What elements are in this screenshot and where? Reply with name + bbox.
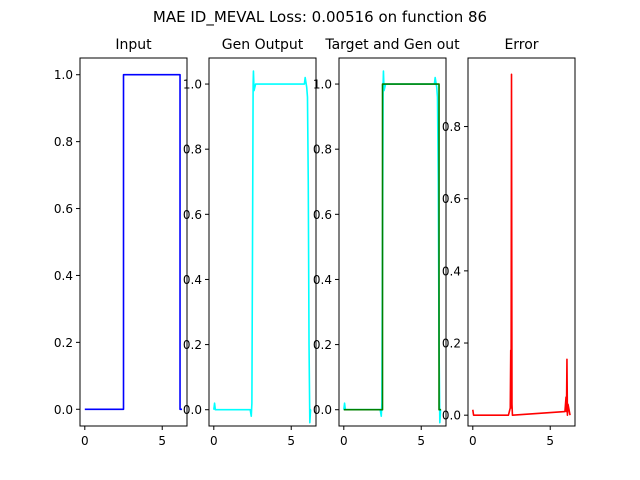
subplot-3: Target and Gen out 0 5 0.0 0.2 0.4 0.6 0.8 1.0 [313, 37, 460, 448]
x-tick-label: 5 [417, 434, 425, 448]
y-tick-label: 0.6 [442, 192, 461, 206]
subplot-1: Input 0 5 0.0 0.2 0.4 0.6 0.8 1.0 [54, 37, 188, 448]
y-tick-label: 0.8 [442, 120, 461, 134]
subplot-title: Input [115, 37, 152, 53]
axes-frame [467, 57, 576, 427]
y-tick-label: 0.2 [442, 337, 461, 351]
y-tick-label: 0.2 [313, 338, 332, 352]
subplot-4: Error 0 5 0.0 0.2 0.4 0.6 0.8 [442, 37, 576, 448]
y-tick-label: 0.4 [313, 273, 332, 287]
series-line-2 [343, 83, 442, 411]
plot-area [472, 73, 571, 416]
y-tick-label: 0.0 [442, 409, 461, 423]
subplot-2: Gen Output 0 5 0.0 0.2 0.4 0.6 0.8 1.0 [183, 37, 317, 448]
plot-area [343, 70, 442, 424]
series-line-1 [472, 73, 571, 416]
subplot-title: Error [504, 37, 538, 53]
y-tick-label: 1.0 [54, 68, 73, 82]
x-tick-label: 0 [469, 434, 477, 448]
x-tick-label: 5 [158, 434, 166, 448]
y-tick-label: 0.2 [183, 338, 202, 352]
y-tick-label: 0.0 [183, 403, 202, 417]
y-tick-label: 0.8 [313, 143, 332, 157]
subplot-title: Target and Gen out [324, 37, 460, 53]
x-tick-label: 0 [210, 434, 218, 448]
y-tick-label: 1.0 [313, 78, 332, 92]
axes-frame [79, 57, 188, 427]
subplot-title: Gen Output [222, 37, 304, 53]
y-tick-label: 0.8 [54, 135, 73, 149]
x-tick-label: 5 [287, 434, 295, 448]
plot-area [84, 73, 183, 411]
plot-area [213, 70, 312, 424]
series-line-1 [213, 70, 312, 424]
x-tick-label: 0 [81, 434, 89, 448]
y-tick-label: 1.0 [183, 78, 202, 92]
figure-title: MAE ID_MEVAL Loss: 0.00516 on function 8… [153, 8, 487, 27]
subplot-grid: Input 0 5 0.0 0.2 0.4 0.6 0.8 1.0 Gen Output 0 5 0.0… [54, 37, 576, 448]
y-tick-label: 0.4 [442, 264, 461, 278]
series-line-1 [84, 73, 183, 411]
axes-frame [338, 57, 447, 427]
y-tick-label: 0.4 [54, 269, 73, 283]
series-line-1 [343, 70, 442, 424]
y-tick-label: 0.2 [54, 336, 73, 350]
y-tick-label: 0.8 [183, 143, 202, 157]
y-tick-label: 0.6 [183, 208, 202, 222]
y-tick-label: 0.4 [183, 273, 202, 287]
x-tick-label: 5 [546, 434, 554, 448]
y-tick-label: 0.6 [54, 202, 73, 216]
y-tick-label: 0.0 [54, 403, 73, 417]
axes-frame [208, 57, 317, 427]
x-tick-label: 0 [340, 434, 348, 448]
y-tick-label: 0.6 [313, 208, 332, 222]
y-tick-label: 0.0 [313, 403, 332, 417]
